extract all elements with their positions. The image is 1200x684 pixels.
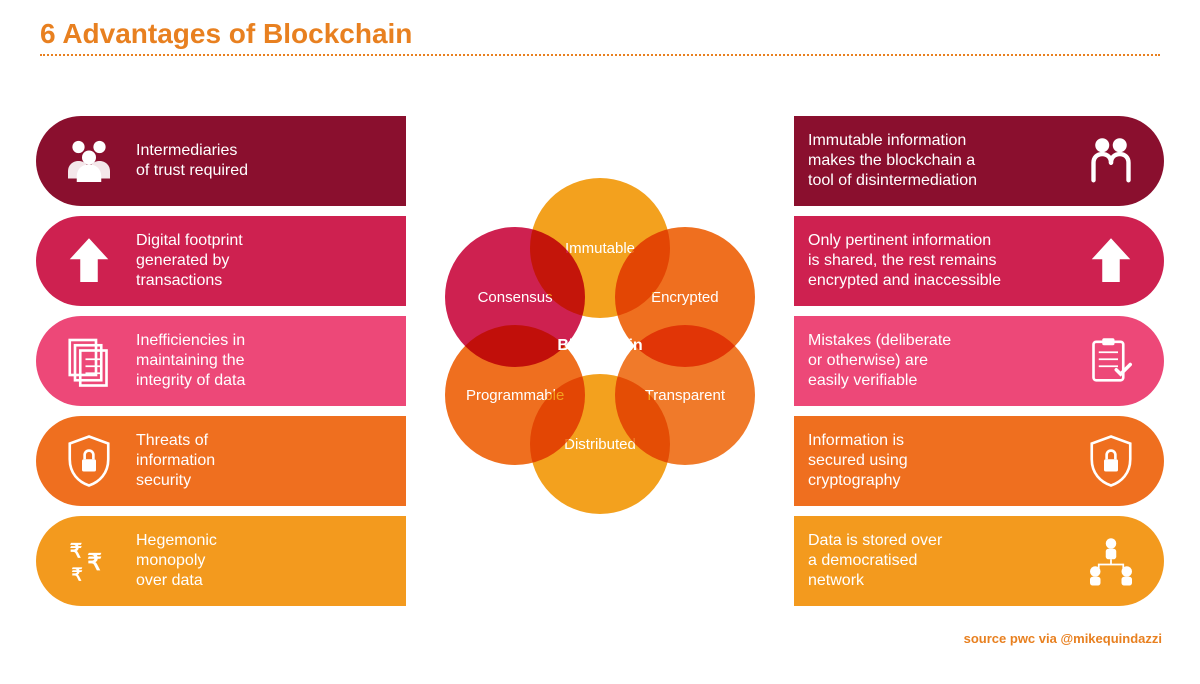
currency-icon (56, 528, 122, 594)
left-card-4-label: Hegemonicmonopolyover data (136, 531, 392, 591)
right-card-3-label: Information issecured usingcryptography (808, 431, 1064, 491)
right-card-2: Mistakes (deliberateor otherwise) areeas… (794, 316, 1164, 406)
left-card-0: Intermediariesof trust required (36, 116, 406, 206)
left-column: Intermediariesof trust required Digital f… (36, 116, 406, 606)
center-label: Blockchain (557, 337, 642, 355)
documents-icon (56, 328, 122, 394)
shield-lock-icon (56, 428, 122, 494)
right-column: Immutable informationmakes the blockchai… (794, 116, 1164, 606)
source-attribution: source pwc via @mikequindazzi (964, 631, 1162, 646)
petal-consensus-label: Consensus (478, 289, 553, 306)
people-icon (56, 128, 122, 194)
left-card-3: Threats ofinformationsecurity (36, 416, 406, 506)
network-people-icon (1078, 528, 1144, 594)
right-card-3: Information issecured usingcryptography (794, 416, 1164, 506)
connectors-svg (0, 56, 56, 112)
right-card-4-label: Data is stored overa democratisednetwork (808, 531, 1064, 591)
page-title: 6 Advantages of Blockchain (0, 0, 1200, 54)
petal-transparent-label: Transparent (645, 387, 725, 404)
shield-lock-icon (1078, 428, 1144, 494)
clipboard-check-icon (1078, 328, 1144, 394)
left-card-2: Inefficiencies inmaintaining theintegrit… (36, 316, 406, 406)
right-card-1-label: Only pertinent informationis shared, the… (808, 231, 1064, 291)
left-card-4: Hegemonicmonopolyover data (36, 516, 406, 606)
left-card-2-label: Inefficiencies inmaintaining theintegrit… (136, 331, 392, 391)
petal-immutable-label: Immutable (565, 240, 635, 257)
right-card-2-label: Mistakes (deliberateor otherwise) areeas… (808, 331, 1064, 391)
right-card-0-label: Immutable informationmakes the blockchai… (808, 131, 1064, 191)
petal-distributed-label: Distributed (564, 436, 636, 453)
left-card-1: Digital footprintgenerated bytransaction… (36, 216, 406, 306)
arrow-up-icon (1078, 228, 1144, 294)
right-card-4: Data is stored overa democratisednetwork (794, 516, 1164, 606)
content-area: Intermediariesof trust required Digital f… (0, 56, 1200, 656)
left-card-0-label: Intermediariesof trust required (136, 141, 392, 181)
left-card-1-label: Digital footprintgenerated bytransaction… (136, 231, 392, 291)
center-flower: Blockchain Immutable Encrypted Transparent… (410, 156, 790, 536)
petal-programmable-label: Programmable (466, 387, 564, 404)
left-card-3-label: Threats ofinformationsecurity (136, 431, 392, 491)
couple-icon (1078, 128, 1144, 194)
right-card-0: Immutable informationmakes the blockchai… (794, 116, 1164, 206)
petal-encrypted-label: Encrypted (651, 289, 719, 306)
arrow-up-icon (56, 228, 122, 294)
right-card-1: Only pertinent informationis shared, the… (794, 216, 1164, 306)
